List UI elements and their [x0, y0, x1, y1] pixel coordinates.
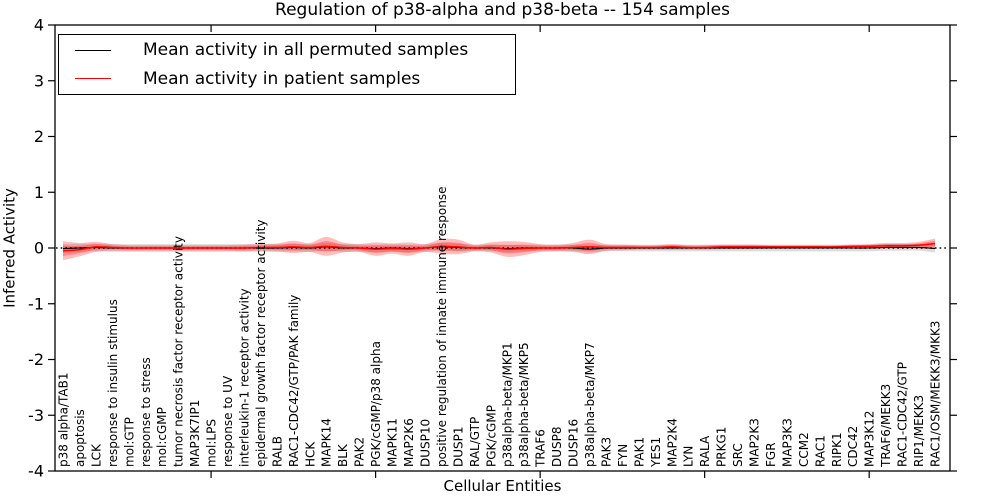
patient-line-swatch [75, 78, 111, 80]
legend-entry-permuted: Mean activity in all permuted samples [59, 37, 515, 63]
x-tick-label: positive regulation of innate immune res… [435, 187, 449, 467]
x-tick-label: PAK1 [632, 437, 646, 467]
y-tick-label: 3 [34, 71, 44, 90]
x-axis-label: Cellular Entities [443, 477, 562, 495]
legend-box: Mean activity in all permuted samples Me… [58, 34, 516, 95]
x-tick-label: RIP1/MEKK3 [912, 395, 926, 467]
x-tick-label: PAK2 [353, 437, 367, 467]
x-tick-label: RAC1-CDC42/GTP/PAK family [287, 295, 301, 467]
legend-label-patient: Mean activity in patient samples [143, 68, 421, 89]
x-tick-label: FYN [616, 444, 630, 467]
x-tick-label: HCK [303, 441, 317, 467]
legend-entry-patient: Mean activity in patient samples [59, 66, 515, 92]
y-tick-label: -4 [28, 462, 44, 481]
x-tick-label: apoptosis [73, 409, 87, 467]
x-tick-label: p38alpha-beta/MKP7 [583, 342, 597, 467]
x-tick-label: MAP3K12 [863, 410, 877, 467]
y-tick-label: 0 [34, 239, 44, 258]
x-tick-label: RAC1-CDC42/GTP [896, 362, 910, 467]
x-tick-label: RAL/GTP [468, 417, 482, 467]
x-tick-label: mol:LPS [205, 419, 219, 467]
y-tick-label: -3 [28, 406, 44, 425]
x-tick-label: TRAF6/MEKK3 [879, 384, 893, 468]
x-tick-label: RALA [698, 435, 712, 467]
x-tick-label: MAPK11 [386, 418, 400, 467]
x-tick-label: MAP3K3 [780, 418, 794, 467]
patient-mean-line [62, 242, 936, 252]
x-tick-label: response to stress [139, 357, 153, 467]
x-tick-label: MAP2K4 [665, 418, 679, 467]
x-tick-label: response to UV [221, 375, 235, 467]
x-tick-label: p38 alpha/TAB1 [57, 373, 71, 467]
x-tick-label: FGR [764, 442, 778, 467]
x-tick-label: PRKG1 [715, 427, 729, 467]
x-tick-label: p38alpha-beta/MKP1 [501, 342, 515, 467]
y-tick-label: 2 [34, 127, 44, 146]
y-axis-label: Inferred Activity [0, 188, 19, 308]
x-tick-label: PGK/cGMP/p38 alpha [369, 341, 383, 467]
x-tick-label: BLK [336, 443, 350, 467]
x-tick-label: DUSP16 [567, 419, 581, 467]
x-tick-label: LYN [682, 446, 696, 467]
x-tick-label: DUSP10 [419, 419, 433, 467]
chart-title: Regulation of p38-alpha and p38-beta -- … [275, 0, 730, 20]
x-tick-label: CDC42 [846, 426, 860, 467]
x-tick-label: DUSP8 [550, 426, 564, 467]
x-tick-label: RAC1/OSM/MEKK3/MKK3 [929, 321, 943, 467]
x-tick-label: MAP2K3 [748, 418, 762, 467]
y-tick-label: 4 [34, 16, 44, 35]
y-tick-label: 1 [34, 183, 44, 202]
legend-label-permuted: Mean activity in all permuted samples [143, 40, 469, 61]
x-tick-label: mol:GTP [122, 417, 136, 467]
x-tick-label: epidermal growth factor receptor activit… [254, 220, 268, 467]
x-tick-label: MAPK14 [320, 418, 334, 467]
x-tick-label: TRAF6 [534, 429, 548, 468]
x-tick-label: RIPK1 [830, 432, 844, 467]
x-tick-label: RAC1 [813, 435, 827, 467]
permuted-line-swatch [75, 49, 111, 51]
x-tick-label: DUSP1 [451, 426, 465, 467]
y-tick-label: -1 [28, 294, 44, 313]
x-tick-label: YES1 [649, 437, 663, 468]
x-tick-label: PAK3 [599, 437, 613, 467]
x-tick-label: PGK/cGMP [484, 405, 498, 467]
x-tick-label: LCK [89, 443, 103, 467]
y-tick-label: -2 [28, 350, 44, 369]
x-tick-label: SRC [731, 443, 745, 467]
x-tick-label: tumor necrosis factor receptor activity [172, 236, 186, 467]
x-tick-label: MAP2K6 [402, 418, 416, 467]
x-tick-label: p38alpha-beta/MKP5 [517, 342, 531, 467]
x-tick-label: interleukin-1 receptor activity [238, 288, 252, 467]
x-tick-label: RALB [270, 436, 284, 467]
x-tick-label: response to insulin stimulus [106, 299, 120, 467]
x-tick-label: CCM2 [797, 432, 811, 467]
x-tick-label: MAP3K7IP1 [188, 400, 202, 467]
x-tick-label: mol:cGMP [155, 407, 169, 467]
